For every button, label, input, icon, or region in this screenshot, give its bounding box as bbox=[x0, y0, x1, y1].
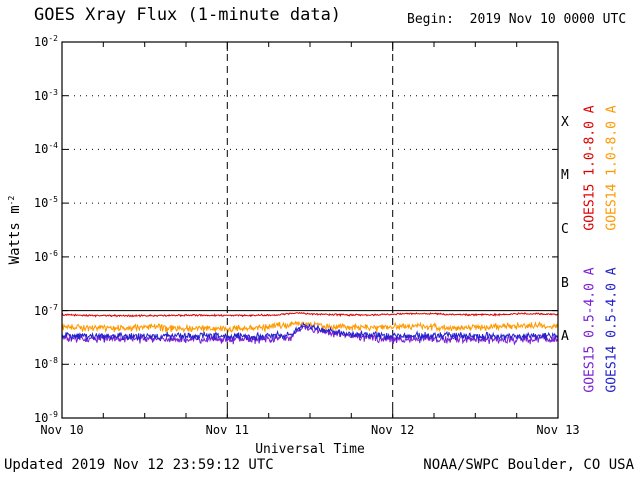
legend-label-goes14-long: GOES14 1.0-8.0 A bbox=[604, 105, 620, 231]
y-tick-label: 10-8 bbox=[33, 356, 58, 372]
y-tick-label: 10-6 bbox=[33, 248, 58, 264]
y-tick-label: 10-5 bbox=[33, 195, 58, 211]
y-tick-label: 10-7 bbox=[33, 302, 58, 318]
flare-class-letter-c: C bbox=[561, 222, 569, 237]
x-tick-label: Nov 13 bbox=[536, 423, 580, 437]
x-tick-label: Nov 10 bbox=[40, 423, 84, 437]
flare-class-letter-m: M bbox=[561, 168, 569, 184]
series-goes14-short bbox=[61, 322, 559, 342]
begin-timestamp: Begin: 2019 Nov 10 0000 UTC bbox=[407, 12, 627, 27]
flare-class-letter-b: B bbox=[561, 275, 569, 291]
flare-class-letter-a: A bbox=[561, 329, 569, 345]
y-tick-label: 10-4 bbox=[33, 141, 58, 157]
x-tick-label: Nov 12 bbox=[370, 423, 415, 437]
x-axis-label: Universal Time bbox=[255, 442, 365, 457]
y-tick-label: 10-2 bbox=[33, 34, 58, 49]
credit-text: NOAA/SWPC Boulder, CO USA bbox=[423, 457, 634, 473]
legend-label-goes15-short: GOES15 0.5-4.0 A bbox=[582, 267, 598, 393]
chart-title: GOES Xray Flux (1-minute data) bbox=[34, 5, 342, 25]
y-tick-label: 10-9 bbox=[33, 410, 58, 425]
x-tick-label: Nov 11 bbox=[205, 423, 249, 437]
updated-timestamp: Updated 2019 Nov 12 23:59:12 UTC bbox=[4, 457, 274, 473]
y-tick-label: 10-3 bbox=[33, 87, 58, 103]
legend-label-goes15-long: GOES15 1.0-8.0 A bbox=[582, 105, 598, 231]
series-goes15-long bbox=[61, 312, 559, 318]
flare-class-letter-x: X bbox=[561, 114, 569, 130]
legend-label-goes14-short: GOES14 0.5-4.0 A bbox=[604, 267, 620, 393]
plot-frame bbox=[61, 41, 559, 419]
